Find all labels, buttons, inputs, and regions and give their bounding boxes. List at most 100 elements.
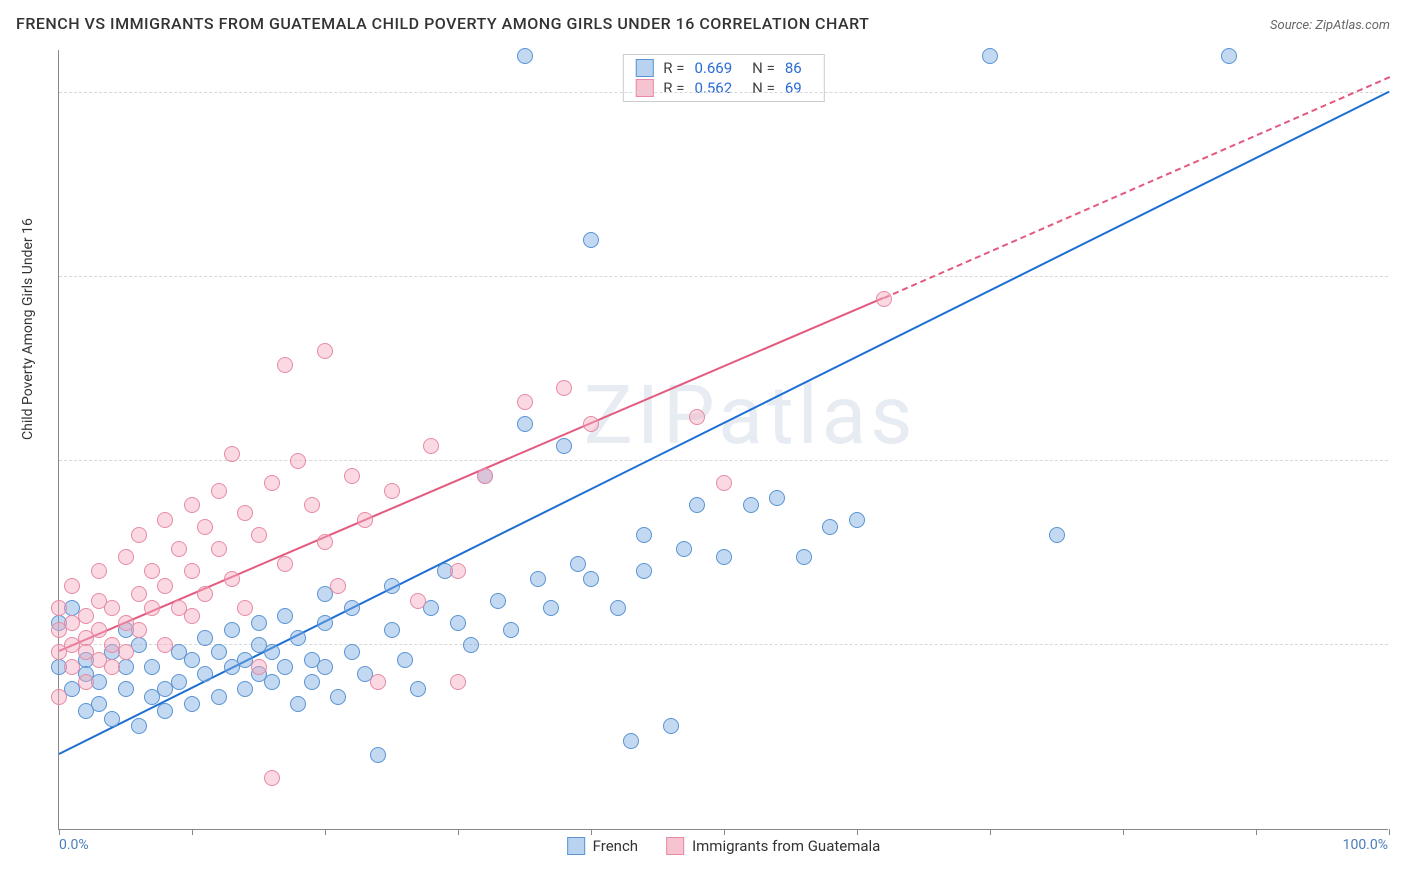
data-point (91, 622, 107, 638)
trend-line (883, 77, 1389, 300)
data-point (157, 703, 173, 719)
data-point (1221, 48, 1237, 64)
data-point (277, 608, 293, 624)
data-point (224, 622, 240, 638)
data-point (344, 600, 360, 616)
gridline (59, 276, 1388, 277)
data-point (290, 630, 306, 646)
data-point (51, 600, 67, 616)
x-tick (192, 829, 193, 835)
legend-swatch (567, 837, 585, 855)
x-axis-max-label: 100.0% (1343, 837, 1388, 853)
data-point (610, 600, 626, 616)
data-point (344, 468, 360, 484)
data-point (370, 747, 386, 763)
data-point (118, 681, 134, 697)
data-point (317, 534, 333, 550)
data-point (78, 674, 94, 690)
data-point (982, 48, 998, 64)
data-point (277, 659, 293, 675)
data-point (197, 586, 213, 602)
x-tick (990, 829, 991, 835)
data-point (570, 556, 586, 572)
data-point (1049, 527, 1065, 543)
data-point (304, 497, 320, 513)
data-point (237, 505, 253, 521)
data-point (78, 608, 94, 624)
data-point (583, 571, 599, 587)
data-point (543, 600, 559, 616)
data-point (131, 622, 147, 638)
data-point (131, 586, 147, 602)
data-point (384, 578, 400, 594)
data-point (264, 644, 280, 660)
stat-r-value: 0.669 (694, 59, 732, 77)
data-point (104, 711, 120, 727)
x-tick (857, 829, 858, 835)
data-point (450, 615, 466, 631)
stat-r-label: R = (663, 79, 684, 97)
data-point (796, 549, 812, 565)
data-point (184, 652, 200, 668)
data-point (64, 659, 80, 675)
legend-item: Immigrants from Guatemala (666, 837, 880, 855)
data-point (211, 689, 227, 705)
stat-r-label: R = (663, 59, 684, 77)
data-point (171, 674, 187, 690)
data-point (716, 475, 732, 491)
data-point (716, 549, 732, 565)
stat-n-value: 69 (785, 79, 802, 97)
stats-row: R =0.669N =86 (635, 59, 811, 77)
data-point (330, 578, 346, 594)
data-point (157, 637, 173, 653)
stat-r-value: 0.562 (694, 79, 732, 97)
data-point (104, 600, 120, 616)
data-point (118, 549, 134, 565)
x-tick (1123, 829, 1124, 835)
data-point (251, 615, 267, 631)
y-axis-label: Child Poverty Among Girls Under 16 (20, 218, 36, 440)
stat-n-label: N = (752, 79, 775, 97)
data-point (224, 571, 240, 587)
data-point (211, 541, 227, 557)
data-point (876, 291, 892, 307)
data-point (144, 659, 160, 675)
data-point (384, 483, 400, 499)
data-point (91, 563, 107, 579)
data-point (251, 527, 267, 543)
data-point (517, 48, 533, 64)
data-point (144, 600, 160, 616)
data-point (118, 644, 134, 660)
data-point (197, 519, 213, 535)
stats-box: R =0.669N =86R =0.562N =69 (622, 54, 824, 102)
data-point (849, 512, 865, 528)
data-point (317, 615, 333, 631)
data-point (822, 519, 838, 535)
data-point (689, 409, 705, 425)
data-point (463, 637, 479, 653)
gridline (59, 92, 1388, 93)
data-point (211, 644, 227, 660)
bottom-legend: French Immigrants from Guatemala (567, 837, 881, 855)
trend-line (59, 91, 1390, 755)
data-point (517, 394, 533, 410)
data-point (237, 600, 253, 616)
data-point (197, 630, 213, 646)
data-point (237, 681, 253, 697)
data-point (264, 674, 280, 690)
legend-item: French (567, 837, 638, 855)
legend-swatch (666, 837, 684, 855)
x-tick (458, 829, 459, 835)
x-tick (59, 829, 60, 835)
data-point (556, 380, 572, 396)
data-point (264, 475, 280, 491)
data-point (317, 659, 333, 675)
data-point (157, 578, 173, 594)
data-point (370, 674, 386, 690)
data-point (450, 563, 466, 579)
data-point (743, 497, 759, 513)
trend-line (59, 297, 884, 652)
x-tick (1256, 829, 1257, 835)
data-point (477, 468, 493, 484)
chart-title: FRENCH VS IMMIGRANTS FROM GUATEMALA CHIL… (16, 14, 869, 33)
